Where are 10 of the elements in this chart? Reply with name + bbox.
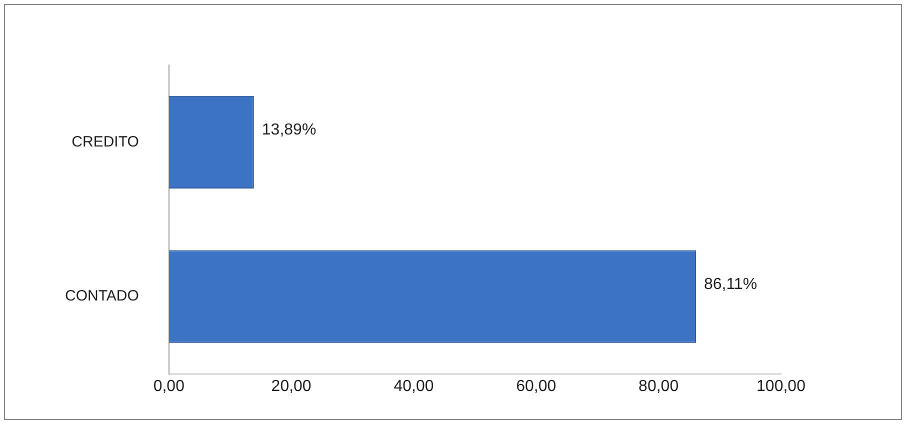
data-label: 13,89%	[262, 122, 316, 139]
x-tick-label: 60,00	[516, 378, 556, 395]
y-tick-label: CONTADO	[64, 288, 139, 305]
x-tick-label: 20,00	[271, 378, 312, 395]
x-tick-label: 40,00	[394, 378, 434, 395]
x-tick-label: 80,00	[638, 378, 679, 395]
x-tick-label: 0,00	[153, 378, 185, 395]
x-tick-label: 100,00	[756, 378, 806, 395]
data-label: 86,11%	[704, 276, 758, 294]
y-tick-label: CREDITO	[72, 133, 139, 150]
